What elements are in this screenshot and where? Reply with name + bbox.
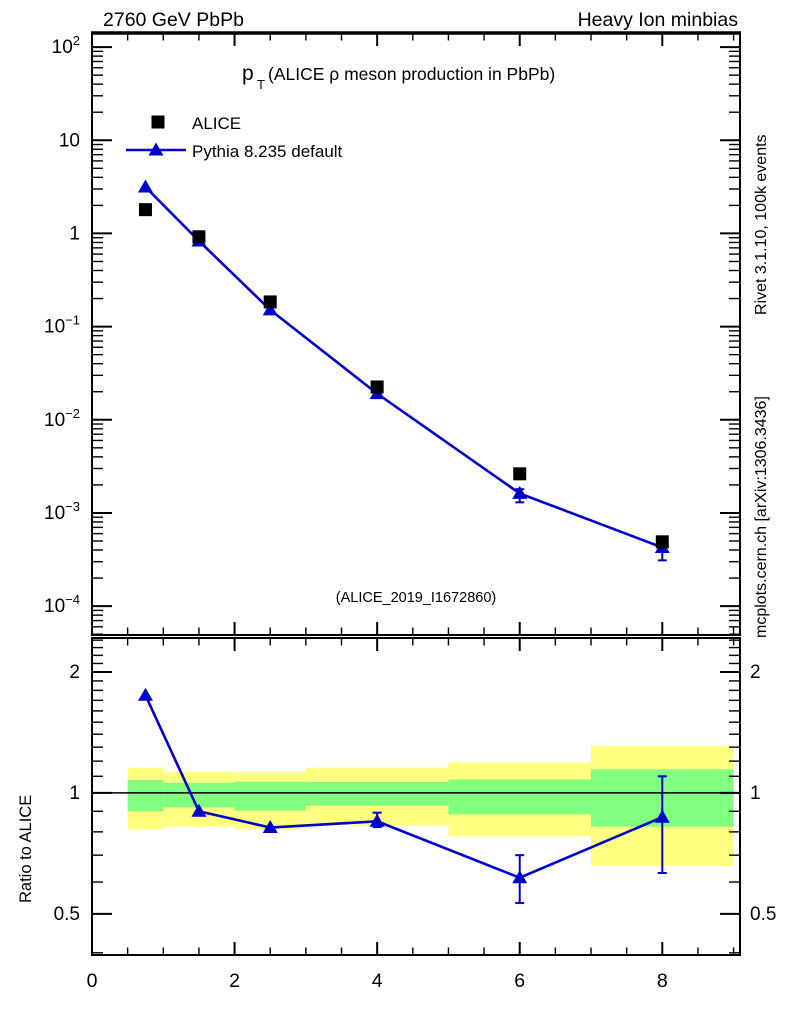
ratio-y-tick-label-right: 1 — [750, 783, 761, 804]
data-point-triangle — [137, 687, 153, 701]
main-y-tick-label: 1 — [69, 223, 80, 244]
plot-title-text: (ALICE ρ meson production in PbPb) — [268, 64, 555, 84]
data-point-triangle — [512, 485, 528, 499]
data-point-square — [370, 380, 384, 394]
pythia-line — [144, 186, 663, 549]
sidenote-rivet-version: Rivet 3.1.10, 100k events — [753, 134, 770, 315]
x-tick-label: 4 — [372, 970, 383, 992]
data-point-triangle — [262, 820, 278, 834]
main-y-tick-label: 10−2 — [44, 406, 80, 431]
legend-markers — [126, 115, 186, 156]
ratio-uncertainty-bands — [92, 745, 740, 866]
data-point-square — [192, 230, 206, 244]
data-point-square — [655, 535, 669, 549]
plot-title-subscript: T — [257, 77, 265, 92]
ratio-panel-frame — [91, 637, 741, 956]
main-y-tick-label: 102 — [52, 33, 80, 58]
main-y-tick-label: 10−3 — [44, 499, 80, 524]
data-point-square — [138, 203, 152, 217]
main-y-tick-label: 10−1 — [44, 313, 80, 338]
data-point-triangle — [148, 142, 164, 156]
data-point-square — [151, 115, 165, 129]
ratio-y-tick-label-left: 0.5 — [54, 904, 80, 925]
band-green — [163, 782, 235, 808]
axis-ticks — [91, 33, 740, 955]
band-green — [305, 781, 449, 806]
band-green — [448, 779, 592, 815]
x-tick-label: 2 — [229, 970, 240, 992]
main-y-tick-label: 10−4 — [44, 592, 80, 617]
data-point-square — [513, 467, 527, 481]
legend-label-pythia: Pythia 8.235 default — [192, 142, 343, 161]
ratio-y-axis-title: Ratio to ALICE — [17, 795, 35, 903]
legend-label-alice: ALICE — [192, 114, 241, 133]
data-point-triangle — [137, 179, 153, 193]
data-series — [137, 179, 670, 905]
ratio-y-tick-label-right: 2 — [750, 662, 761, 683]
data-point-triangle — [654, 809, 670, 823]
main-y-tick-label: 10 — [59, 130, 80, 151]
data-point-triangle — [191, 803, 207, 817]
band-green — [234, 781, 306, 811]
x-tick-label: 0 — [87, 970, 98, 992]
x-tick-label: 6 — [514, 970, 525, 992]
axis-tick-labels: 102 10 1 10−1 10−2 10−3 10−4 2 2 1 1 0.5 0.5 0 2 4 6 8 — [44, 33, 776, 992]
data-point-square — [263, 295, 277, 309]
ratio-y-tick-label-left: 2 — [69, 662, 80, 683]
ratio-y-tick-label-right: 0.5 — [750, 904, 776, 925]
band-green — [127, 779, 164, 812]
header-left: 2760 GeV PbPb — [103, 9, 244, 31]
watermark-analysis-id: (ALICE_2019_I1672860) — [336, 590, 496, 606]
ratio-y-tick-label-left: 1 — [69, 783, 80, 804]
header-right: Heavy Ion minbias — [578, 9, 739, 31]
data-point-triangle — [262, 302, 278, 316]
data-point-triangle — [369, 813, 385, 827]
x-tick-label: 8 — [657, 970, 668, 992]
data-point-triangle — [512, 870, 528, 884]
sidenote-mcplots-arxiv: mcplots.cern.ch [arXiv:1306.3436] — [753, 396, 770, 638]
ratio-line — [144, 694, 663, 880]
plot-title-symbol: p — [242, 62, 254, 85]
main-panel-frame — [91, 32, 741, 636]
